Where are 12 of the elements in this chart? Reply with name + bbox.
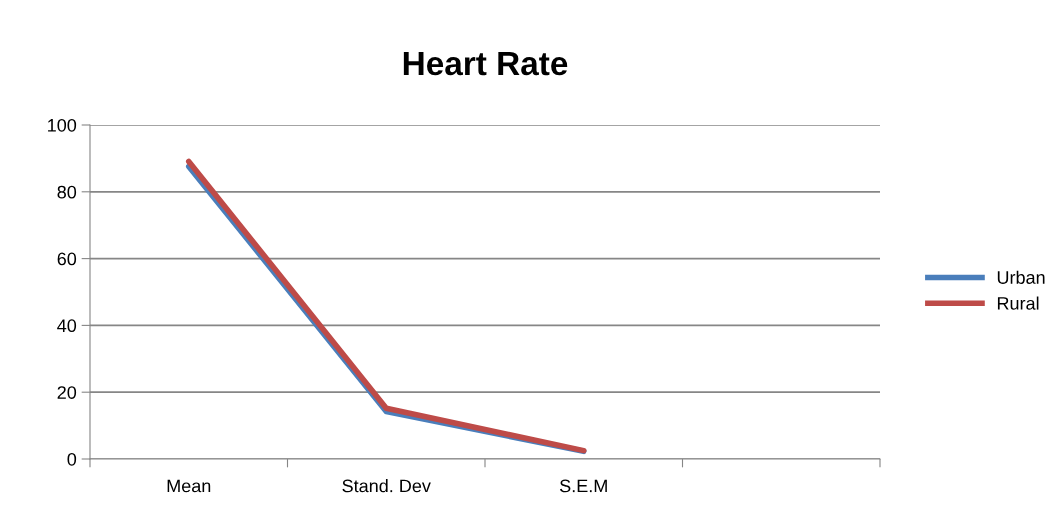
x-tick-label: S.E.M <box>559 479 607 493</box>
legend-label: Urban <box>997 270 1045 284</box>
chart-title: Heart Rate <box>403 52 568 76</box>
legend-label: Rural <box>997 296 1039 310</box>
y-tick-label: 100 <box>48 118 77 132</box>
x-tick-label: Mean <box>167 479 211 493</box>
y-tick-label: 60 <box>57 252 77 266</box>
y-tick-label: 0 <box>67 452 77 466</box>
y-tick-label: 40 <box>57 319 77 333</box>
x-tick-label: Stand. Dev <box>342 479 431 493</box>
y-tick-label: 80 <box>57 185 77 199</box>
y-tick-label: 20 <box>57 386 77 399</box>
